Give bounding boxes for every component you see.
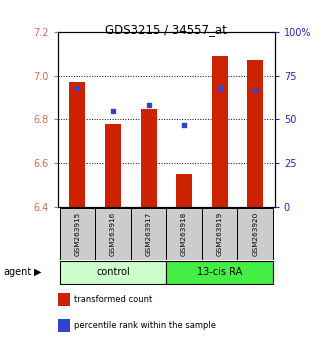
Text: GDS3215 / 34557_at: GDS3215 / 34557_at [105,23,226,36]
Bar [60,208,95,260]
Bar [237,208,273,260]
Text: percentile rank within the sample: percentile rank within the sample [74,321,216,330]
Point [253,87,258,92]
Text: ▶: ▶ [34,267,42,277]
Text: control: control [96,267,130,277]
Point [146,103,151,108]
Text: GSM263916: GSM263916 [110,212,116,256]
Point [181,122,187,127]
Text: GSM263915: GSM263915 [74,212,80,256]
Point [110,108,116,114]
Text: GSM263919: GSM263919 [217,212,223,256]
Bar [60,261,166,284]
Bar [176,174,192,207]
Text: agent: agent [3,267,31,277]
Bar [212,56,228,207]
Text: GSM263918: GSM263918 [181,212,187,256]
Bar [141,109,157,207]
Bar [166,261,273,284]
Bar [247,60,263,207]
Bar [166,208,202,260]
Bar [95,208,131,260]
Text: 13-cis RA: 13-cis RA [197,267,242,277]
Bar [105,124,121,207]
Bar [70,82,85,207]
Text: transformed count: transformed count [74,295,152,304]
Text: GSM263920: GSM263920 [252,212,258,256]
Bar [202,208,237,260]
Point [217,85,222,91]
Point [75,85,80,91]
Bar [131,208,166,260]
Text: GSM263917: GSM263917 [146,212,152,256]
